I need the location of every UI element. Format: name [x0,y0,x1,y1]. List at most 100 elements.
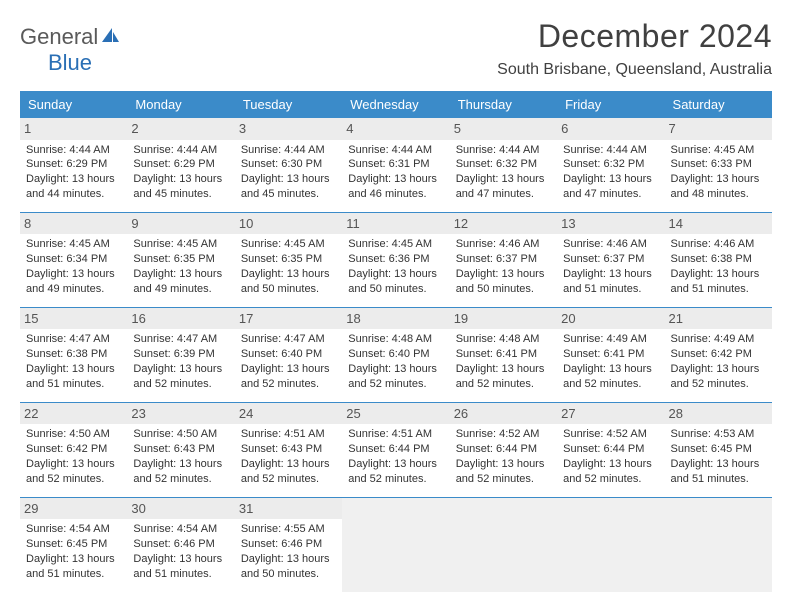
day-number: 14 [665,213,772,235]
sunset-line: Sunset: 6:31 PM [348,157,443,172]
sunrise-line: Sunrise: 4:45 AM [133,237,228,252]
sunset-line: Sunset: 6:40 PM [348,347,443,362]
brand-text-1: General [20,24,98,49]
calendar-day-cell: 5Sunrise: 4:44 AMSunset: 6:32 PMDaylight… [450,118,557,212]
sunrise-line: Sunrise: 4:44 AM [348,143,443,158]
calendar-day-cell: 26Sunrise: 4:52 AMSunset: 6:44 PMDayligh… [450,402,557,497]
daylight-line: Daylight: 13 hours and 51 minutes. [563,267,658,297]
calendar-day-cell: 4Sunrise: 4:44 AMSunset: 6:31 PMDaylight… [342,118,449,212]
day-number: 6 [557,118,664,140]
calendar-week-row: 8Sunrise: 4:45 AMSunset: 6:34 PMDaylight… [20,212,772,307]
calendar-day-cell: 3Sunrise: 4:44 AMSunset: 6:30 PMDaylight… [235,118,342,212]
sunrise-line: Sunrise: 4:49 AM [671,332,766,347]
daylight-line: Daylight: 13 hours and 52 minutes. [456,457,551,487]
calendar-day-cell: 18Sunrise: 4:48 AMSunset: 6:40 PMDayligh… [342,307,449,402]
daylight-line: Daylight: 13 hours and 52 minutes. [241,457,336,487]
calendar-day-cell: 11Sunrise: 4:45 AMSunset: 6:36 PMDayligh… [342,212,449,307]
daylight-line: Daylight: 13 hours and 50 minutes. [456,267,551,297]
location-text: South Brisbane, Queensland, Australia [497,61,772,79]
sunset-line: Sunset: 6:38 PM [26,347,121,362]
day-header-cell: Sunday [20,91,127,118]
calendar-day-cell: 10Sunrise: 4:45 AMSunset: 6:35 PMDayligh… [235,212,342,307]
sunrise-line: Sunrise: 4:54 AM [133,522,228,537]
daylight-line: Daylight: 13 hours and 52 minutes. [671,362,766,392]
sunrise-line: Sunrise: 4:44 AM [133,143,228,158]
calendar-day-cell [665,497,772,591]
calendar-day-cell: 23Sunrise: 4:50 AMSunset: 6:43 PMDayligh… [127,402,234,497]
calendar-day-cell: 13Sunrise: 4:46 AMSunset: 6:37 PMDayligh… [557,212,664,307]
calendar-day-cell: 22Sunrise: 4:50 AMSunset: 6:42 PMDayligh… [20,402,127,497]
day-number: 21 [665,308,772,330]
day-header-row: Sunday Monday Tuesday Wednesday Thursday… [20,91,772,118]
day-header-cell: Thursday [450,91,557,118]
sunrise-line: Sunrise: 4:47 AM [26,332,121,347]
day-number: 25 [342,403,449,425]
daylight-line: Daylight: 13 hours and 49 minutes. [26,267,121,297]
day-header-cell: Wednesday [342,91,449,118]
day-number: 18 [342,308,449,330]
day-header-cell: Tuesday [235,91,342,118]
sunset-line: Sunset: 6:39 PM [133,347,228,362]
day-number: 1 [20,118,127,140]
daylight-line: Daylight: 13 hours and 52 minutes. [133,457,228,487]
sunset-line: Sunset: 6:46 PM [241,537,336,552]
calendar-day-cell: 1Sunrise: 4:44 AMSunset: 6:29 PMDaylight… [20,118,127,212]
sunrise-line: Sunrise: 4:53 AM [671,427,766,442]
sunset-line: Sunset: 6:29 PM [26,157,121,172]
day-number: 20 [557,308,664,330]
sunrise-line: Sunrise: 4:45 AM [348,237,443,252]
daylight-line: Daylight: 13 hours and 47 minutes. [563,172,658,202]
sunrise-line: Sunrise: 4:48 AM [456,332,551,347]
calendar-day-cell: 8Sunrise: 4:45 AMSunset: 6:34 PMDaylight… [20,212,127,307]
title-block: December 2024 South Brisbane, Queensland… [497,18,772,79]
sunrise-line: Sunrise: 4:55 AM [241,522,336,537]
daylight-line: Daylight: 13 hours and 45 minutes. [241,172,336,202]
calendar-day-cell: 7Sunrise: 4:45 AMSunset: 6:33 PMDaylight… [665,118,772,212]
daylight-line: Daylight: 13 hours and 52 minutes. [563,362,658,392]
sunrise-line: Sunrise: 4:44 AM [26,143,121,158]
daylight-line: Daylight: 13 hours and 50 minutes. [348,267,443,297]
brand-logo: General Blue [20,18,120,76]
sunset-line: Sunset: 6:45 PM [26,537,121,552]
day-number: 23 [127,403,234,425]
daylight-line: Daylight: 13 hours and 46 minutes. [348,172,443,202]
calendar-day-cell: 2Sunrise: 4:44 AMSunset: 6:29 PMDaylight… [127,118,234,212]
calendar-day-cell: 19Sunrise: 4:48 AMSunset: 6:41 PMDayligh… [450,307,557,402]
day-header-cell: Saturday [665,91,772,118]
sunrise-line: Sunrise: 4:47 AM [241,332,336,347]
day-number: 7 [665,118,772,140]
daylight-line: Daylight: 13 hours and 52 minutes. [26,457,121,487]
sunrise-line: Sunrise: 4:54 AM [26,522,121,537]
daylight-line: Daylight: 13 hours and 52 minutes. [348,362,443,392]
sunset-line: Sunset: 6:41 PM [563,347,658,362]
calendar-day-cell: 14Sunrise: 4:46 AMSunset: 6:38 PMDayligh… [665,212,772,307]
day-number: 9 [127,213,234,235]
sunrise-line: Sunrise: 4:47 AM [133,332,228,347]
sunrise-line: Sunrise: 4:52 AM [456,427,551,442]
sunrise-line: Sunrise: 4:51 AM [348,427,443,442]
sunset-line: Sunset: 6:30 PM [241,157,336,172]
daylight-line: Daylight: 13 hours and 52 minutes. [563,457,658,487]
calendar-day-cell: 9Sunrise: 4:45 AMSunset: 6:35 PMDaylight… [127,212,234,307]
calendar-day-cell: 25Sunrise: 4:51 AMSunset: 6:44 PMDayligh… [342,402,449,497]
calendar-day-cell: 28Sunrise: 4:53 AMSunset: 6:45 PMDayligh… [665,402,772,497]
daylight-line: Daylight: 13 hours and 52 minutes. [456,362,551,392]
day-header-cell: Monday [127,91,234,118]
sunrise-line: Sunrise: 4:49 AM [563,332,658,347]
sunrise-line: Sunrise: 4:51 AM [241,427,336,442]
calendar-day-cell: 12Sunrise: 4:46 AMSunset: 6:37 PMDayligh… [450,212,557,307]
sunrise-line: Sunrise: 4:44 AM [456,143,551,158]
sunrise-line: Sunrise: 4:52 AM [563,427,658,442]
day-number: 16 [127,308,234,330]
daylight-line: Daylight: 13 hours and 49 minutes. [133,267,228,297]
sunset-line: Sunset: 6:33 PM [671,157,766,172]
calendar-day-cell: 16Sunrise: 4:47 AMSunset: 6:39 PMDayligh… [127,307,234,402]
daylight-line: Daylight: 13 hours and 48 minutes. [671,172,766,202]
page-header: General Blue December 2024 South Brisban… [20,18,772,79]
day-number: 2 [127,118,234,140]
sunset-line: Sunset: 6:44 PM [456,442,551,457]
calendar-day-cell [342,497,449,591]
day-number: 10 [235,213,342,235]
day-number: 31 [235,498,342,520]
sunset-line: Sunset: 6:42 PM [671,347,766,362]
